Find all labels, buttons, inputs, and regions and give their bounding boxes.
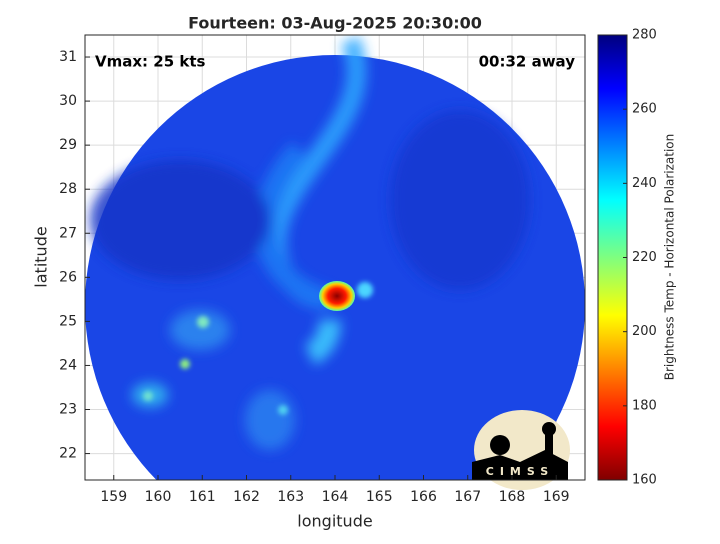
x-axis-label: longitude	[297, 512, 372, 531]
x-tick-label: 160	[145, 489, 172, 505]
satellite-image	[85, 36, 585, 480]
logo-text: CIMSS	[486, 465, 554, 478]
y-axis-label: latitude	[32, 226, 51, 287]
annotation: Vmax: 25 kts	[95, 53, 205, 71]
x-tick-label: 169	[543, 489, 570, 505]
colorbar-tick-label: 260	[632, 102, 657, 117]
annotation: 00:32 away	[479, 53, 576, 71]
x-tick-label: 164	[322, 489, 349, 505]
x-tick-label: 162	[233, 489, 260, 505]
y-tick-label: 28	[59, 181, 77, 197]
chart-title: Fourteen: 03-Aug-2025 20:30:00	[188, 14, 482, 33]
y-tick-label: 25	[59, 313, 77, 329]
x-tick-label: 159	[100, 489, 127, 505]
y-tick-label: 31	[59, 49, 77, 65]
y-tick-label: 22	[59, 446, 77, 462]
colorbar-label: Brightness Temp - Horizontal Polarizatio…	[663, 134, 677, 381]
x-tick-label: 168	[499, 489, 526, 505]
x-tick-label: 163	[277, 489, 304, 505]
y-tick-label: 24	[59, 357, 77, 373]
y-tick-label: 27	[59, 225, 77, 241]
y-tick-label: 30	[59, 93, 77, 109]
colorbar-tick-label: 220	[632, 250, 657, 265]
colorbar-tick-label: 160	[632, 473, 657, 488]
y-tick-label: 26	[59, 269, 77, 285]
x-tick-label: 166	[410, 489, 437, 505]
y-tick-label: 29	[59, 137, 77, 153]
x-tick-label: 161	[189, 489, 216, 505]
colorbar-tick-label: 200	[632, 324, 657, 339]
x-tick-label: 165	[366, 489, 393, 505]
colorbar-tick-label: 240	[632, 176, 657, 191]
y-tick-label: 23	[59, 402, 77, 418]
colorbar-tick-label: 180	[632, 398, 657, 413]
colorbar	[597, 34, 628, 481]
logo: CIMSS	[472, 410, 570, 490]
colorbar-tick-label: 280	[632, 28, 657, 43]
x-tick-label: 167	[454, 489, 481, 505]
